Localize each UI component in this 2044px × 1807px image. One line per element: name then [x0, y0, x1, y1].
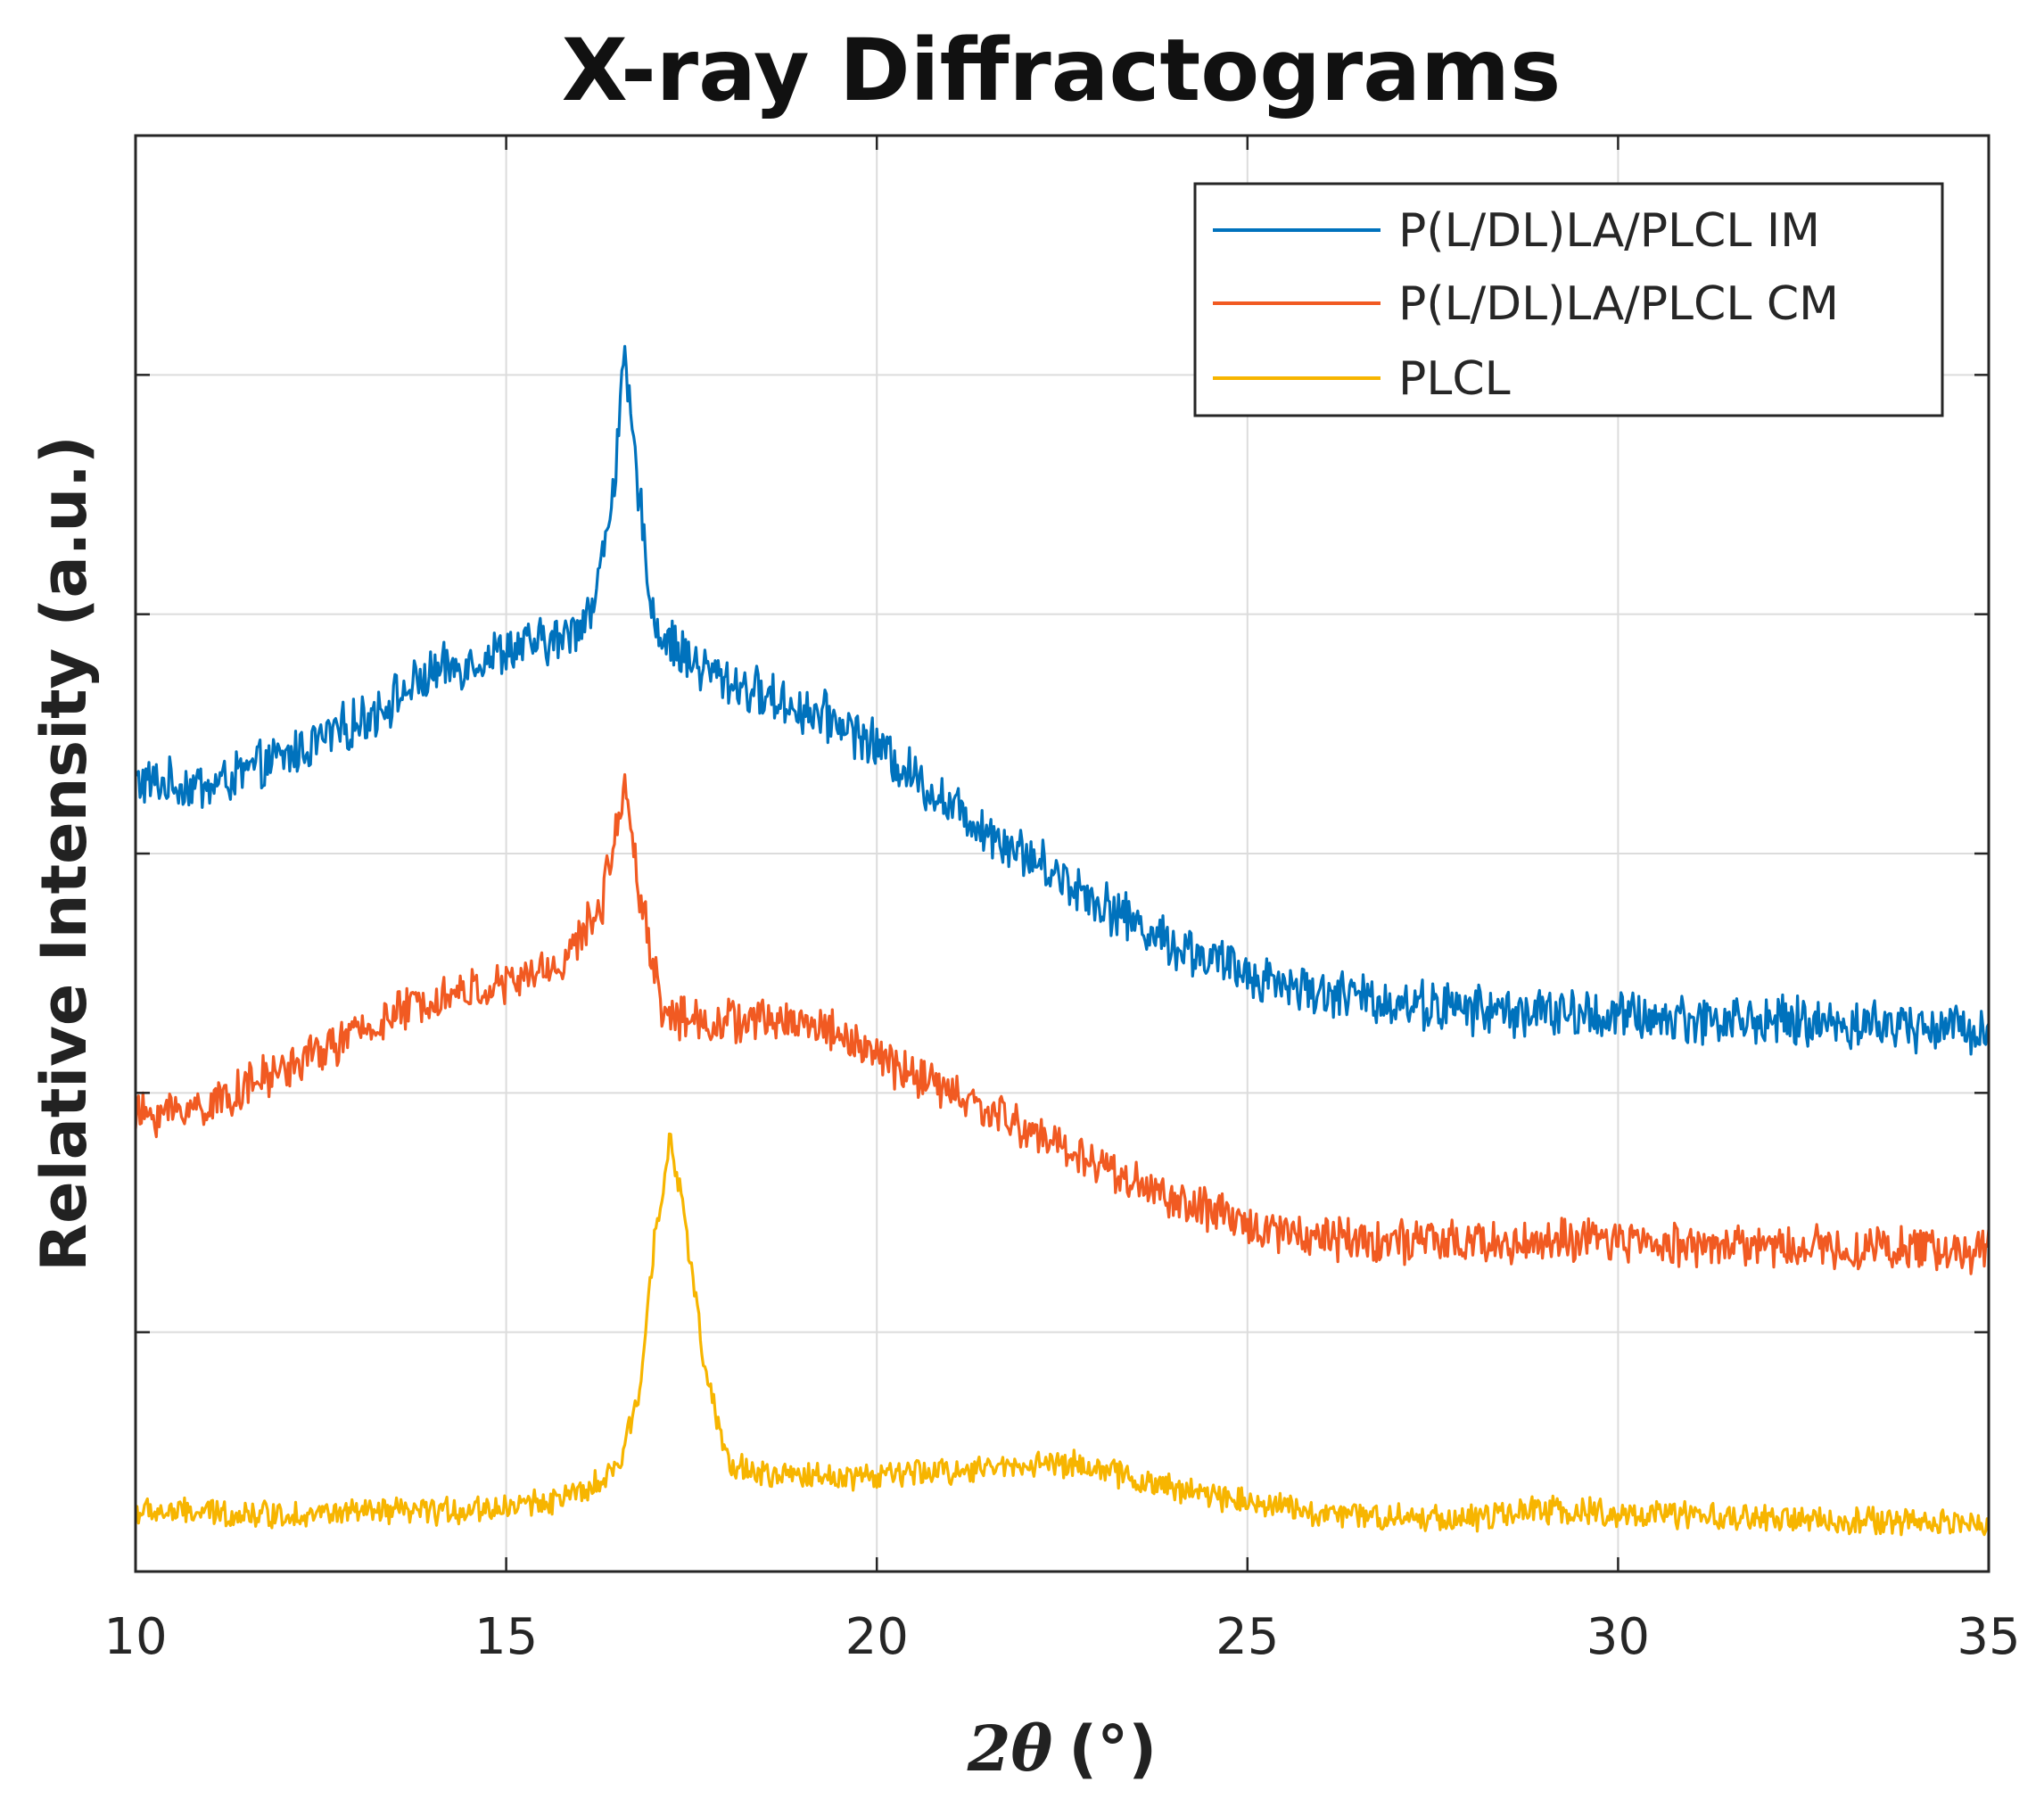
x-tick-label: 15	[474, 1608, 538, 1666]
chart-title: X-ray Diffractograms	[562, 21, 1561, 120]
y-axis-label: Relative Intensity (a.u.)	[28, 435, 101, 1272]
x-tick-label: 35	[1957, 1608, 2020, 1666]
series-layer	[134, 344, 1990, 1537]
series-line-im	[134, 344, 1990, 1056]
x-tick-labels: 10 15 20 25 30 35	[103, 1608, 2020, 1666]
series-line-plcl	[134, 1132, 1990, 1537]
x-tick-label: 10	[103, 1608, 167, 1666]
legend: P(L/DL)LA/PLCL IM P(L/DL)LA/PLCL CM PLCL	[1193, 182, 1944, 417]
x-tick-label: 30	[1587, 1608, 1650, 1666]
legend-label-plcl: PLCL	[1398, 352, 1511, 406]
x-axis-symbol: 2θ	[967, 1712, 1053, 1786]
legend-label-cm: P(L/DL)LA/PLCL CM	[1398, 277, 1839, 331]
x-tick-label: 20	[845, 1608, 909, 1666]
series-line-cm	[134, 772, 1990, 1275]
ticks	[134, 136, 1990, 1572]
x-axis-label: 2θ (°)	[967, 1712, 1157, 1786]
legend-label-im: P(L/DL)LA/PLCL IM	[1398, 204, 1820, 258]
x-axis-unit: (°)	[1068, 1712, 1157, 1786]
x-tick-label: 25	[1216, 1608, 1279, 1666]
